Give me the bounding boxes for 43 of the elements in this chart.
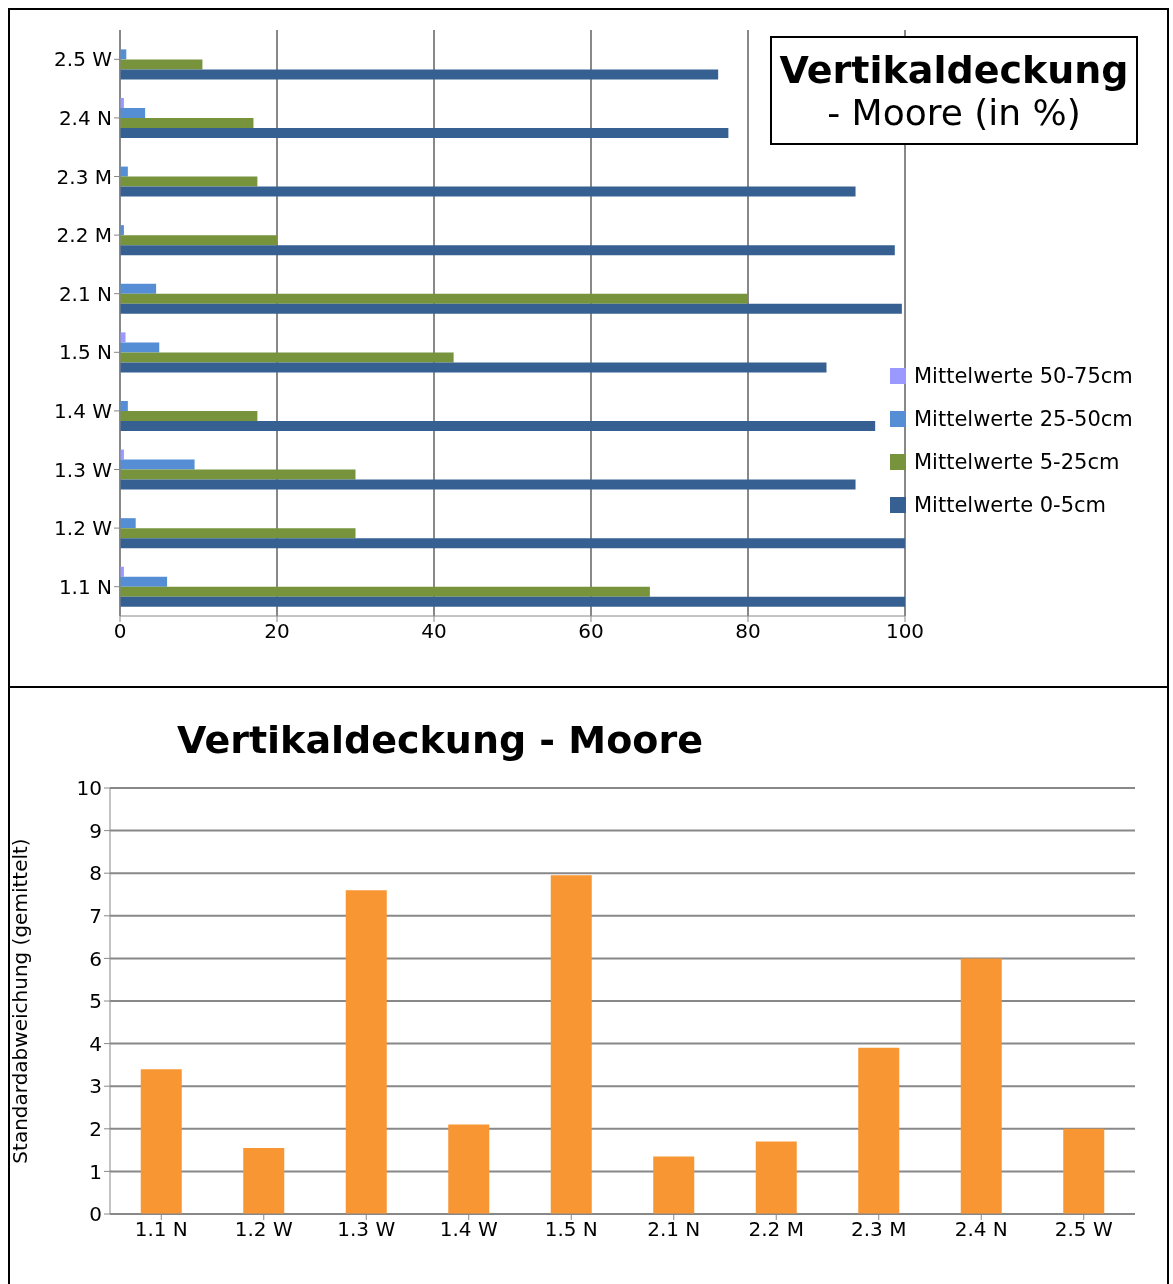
y-tick-label: 4 xyxy=(89,1031,102,1056)
text: - Moore (in %) xyxy=(826,92,1082,133)
y-tick-label: 1.1 N xyxy=(58,574,112,599)
y-tick-label: 3 xyxy=(89,1074,102,1099)
x-tick-label: 40 xyxy=(421,619,447,644)
y-tick-label: 1.2 W xyxy=(54,516,113,541)
y-tick-label: 1 xyxy=(89,1159,102,1184)
y-tick-label: 2.2 M xyxy=(56,223,112,248)
y-tick-label: 2.5 W xyxy=(54,47,113,72)
y-tick-label: 6 xyxy=(89,946,102,971)
y-tick-label: 5 xyxy=(89,989,102,1014)
x-tick-label: 2.5 W xyxy=(1054,1217,1113,1242)
y-tick-label: 7 xyxy=(89,903,102,928)
x-tick-label: 100 xyxy=(885,619,925,644)
y-tick-label: 2.1 N xyxy=(58,281,112,306)
y-tick-label: 8 xyxy=(89,861,102,886)
chart-title: Vertikaldeckung - Moore xyxy=(176,718,704,762)
x-tick-label: 2.4 N xyxy=(954,1217,1008,1242)
text: Vertikaldeckung xyxy=(778,48,1130,92)
y-tick-label: 9 xyxy=(89,818,102,843)
legend-label: Mittelwerte 50-75cm xyxy=(914,363,1133,388)
y-tick-label: 1.3 W xyxy=(54,457,113,482)
y-axis-title: Standardabweichung (gemittelt) xyxy=(8,838,33,1164)
x-tick-label: 2.3 M xyxy=(851,1217,907,1242)
y-tick-label: 2.3 M xyxy=(56,164,112,189)
x-tick-label: 2.2 M xyxy=(748,1217,804,1242)
legend-label: Mittelwerte 5-25cm xyxy=(914,449,1120,474)
x-tick-label: 20 xyxy=(264,619,290,644)
x-tick-label: 1.4 W xyxy=(439,1217,498,1242)
x-tick-label: 1.2 W xyxy=(234,1217,293,1242)
y-tick-label: 1.4 W xyxy=(54,399,113,423)
legend-label: Mittelwerte 0-5cm xyxy=(914,492,1107,517)
y-tick-label: 2 xyxy=(89,1116,102,1141)
x-tick-label: 2.1 N xyxy=(647,1217,701,1242)
x-tick-label: 1.1 N xyxy=(134,1217,188,1242)
legend-label: Mittelwerte 25-50cm xyxy=(914,406,1133,431)
x-tick-label: 1.5 N xyxy=(544,1217,598,1242)
y-tick-label: 1.5 N xyxy=(58,340,112,365)
y-tick-label: 2.4 N xyxy=(58,106,112,130)
x-tick-label: 60 xyxy=(578,619,604,644)
x-tick-label: 1.3 W xyxy=(337,1217,396,1242)
x-tick-label: 80 xyxy=(735,619,761,644)
y-tick-label: 10 xyxy=(76,776,102,801)
